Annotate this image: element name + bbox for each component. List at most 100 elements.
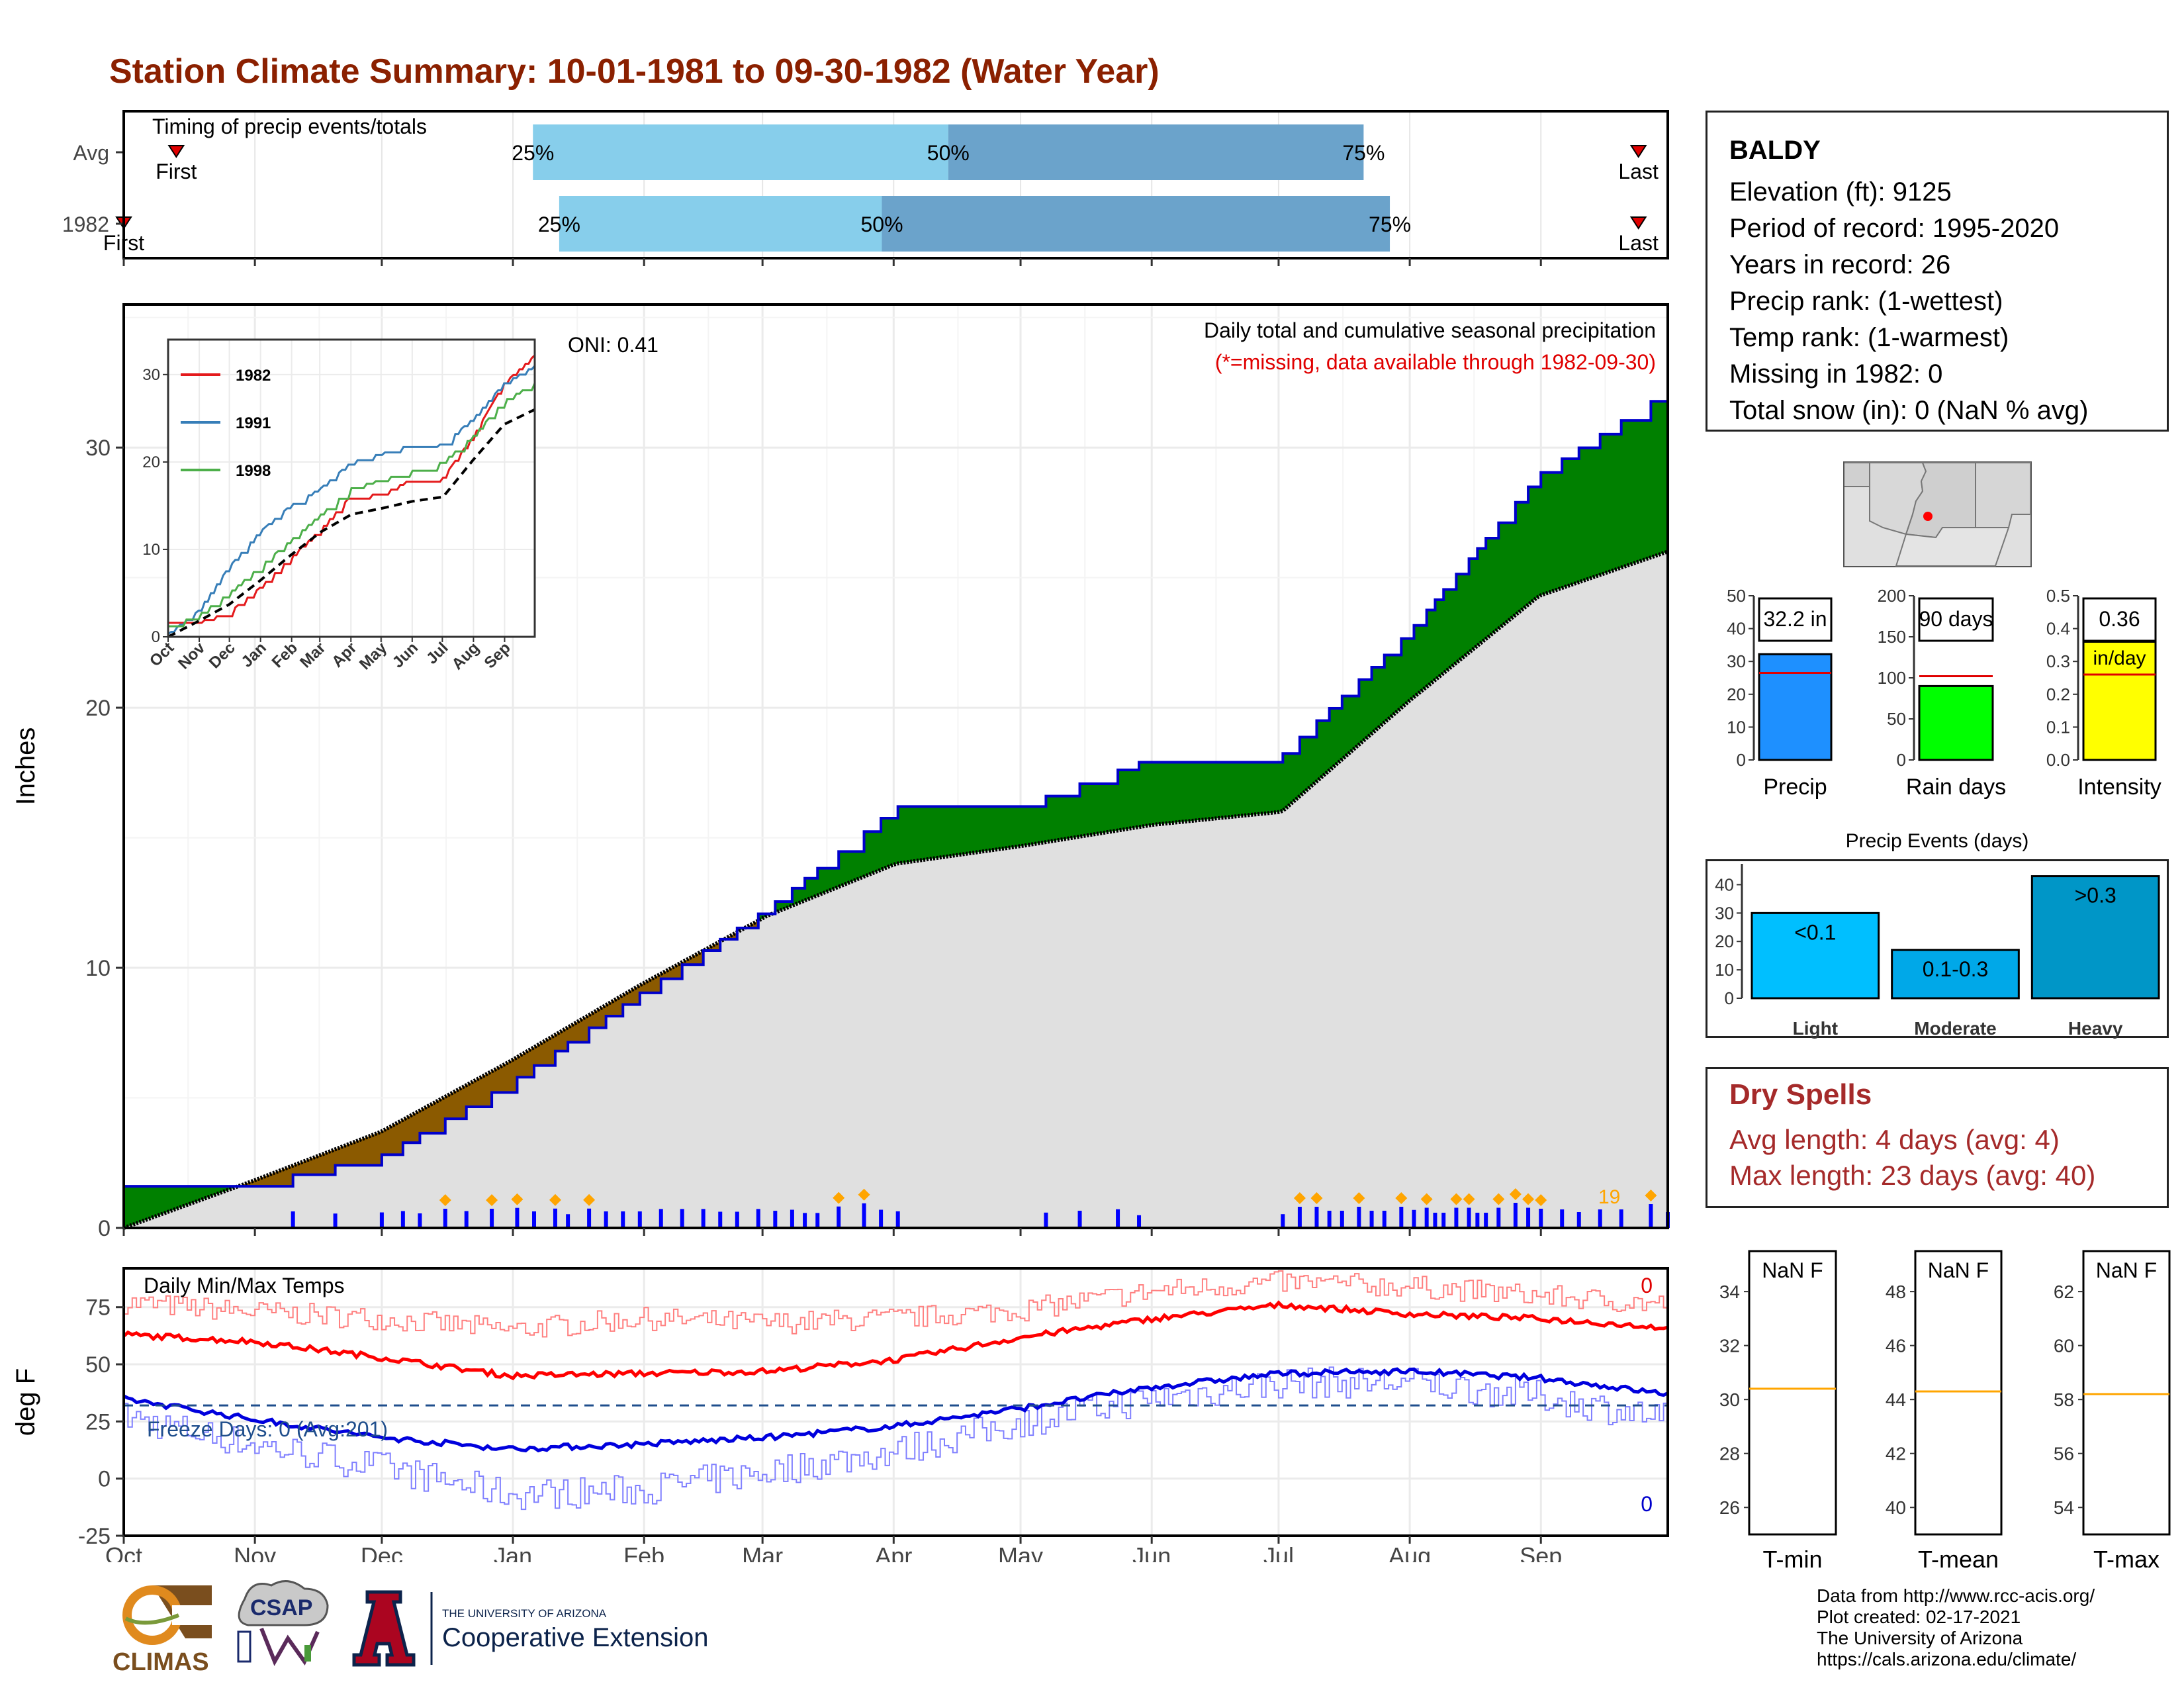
temp-ytick-label: -25 — [78, 1524, 111, 1549]
temp-boxes: NaN F 26 28 30 32 34 T-min NaN F 40 42 44 46 48 T-mea… — [1719, 1250, 2171, 1573]
precip-ytick-label: 20 — [85, 696, 111, 721]
temp-box-ytick-label: 44 — [1886, 1389, 1906, 1410]
daily-precip-bar — [1475, 1213, 1480, 1228]
ua-small-text: THE UNIVERSITY OF ARIZONA — [442, 1607, 607, 1620]
station-name: BALDY — [1729, 136, 1821, 165]
station-total-snow: Total snow (in): 0 (NaN % avg) — [1729, 396, 2089, 425]
month-tick-label: Jun — [1132, 1542, 1171, 1562]
mini-bar-ytick-label: 100 — [1878, 668, 1906, 688]
extreme-precip-marker — [1310, 1192, 1323, 1205]
inset-series-line — [168, 354, 536, 624]
precip-ytick-label: 0 — [98, 1216, 111, 1241]
events-bar-label: >0.3 — [2075, 884, 2116, 908]
daily-precip-bar — [418, 1213, 422, 1228]
daily-precip-bar — [400, 1211, 405, 1228]
timing-pct-label: 75% — [1369, 212, 1411, 236]
daily-precip-bar — [1598, 1209, 1602, 1228]
temp-box-ytick-label: 28 — [1719, 1444, 1740, 1464]
extreme-precip-marker — [1395, 1192, 1408, 1205]
temp-box-frame — [1914, 1250, 2003, 1536]
month-tick-label: Jul — [1263, 1542, 1294, 1562]
mini-bar-value-box — [1918, 597, 1994, 642]
temp-box-ytick-label: 26 — [1719, 1497, 1740, 1518]
station-years: Years in record: 26 — [1729, 250, 1951, 279]
daily-precip-bar — [701, 1209, 705, 1228]
precip-plot: 0 10 20 30 Inches Daily total and cumulative … — [11, 303, 1670, 1241]
mini-bar-ytick-label: 200 — [1878, 586, 1906, 606]
events-category-label: Light — [1793, 1018, 1838, 1039]
location-map — [1843, 461, 2032, 567]
month-tick-label: Oct — [105, 1542, 142, 1562]
events-bar — [1751, 912, 1880, 1000]
events-bar — [2030, 875, 2160, 1000]
month-tick-label: Sep — [1520, 1542, 1562, 1562]
extreme-precip-marker — [858, 1188, 870, 1201]
mini-bar-ytick-label: 0.4 — [2046, 619, 2070, 639]
temp-box-label: T-mean — [1918, 1546, 1999, 1573]
extreme-precip-marker — [511, 1193, 523, 1205]
precip-events-chart: Precip Events (days) <0.1 Light 0.1-0.3 Mode… — [1715, 830, 2160, 1039]
daily-precip-bar — [1454, 1207, 1459, 1228]
timing-title: Timing of precip events/totals — [152, 115, 427, 138]
temp-ylabel: deg F — [11, 1368, 40, 1436]
ua-extension-text: Cooperative Extension — [442, 1623, 708, 1652]
mini-bar-ytick-label: 30 — [1727, 651, 1746, 671]
temp-box-ytick-label: 46 — [1886, 1336, 1906, 1356]
daily-precip-bar — [735, 1211, 739, 1228]
mini-bar-unit-label: in/day — [2093, 647, 2146, 669]
extreme-precip-marker — [1450, 1193, 1463, 1205]
mini-bar-category-label: Intensity — [2077, 774, 2161, 800]
mini-bar-ytick-label: 0.2 — [2046, 684, 2070, 704]
daily-precip-bar — [1281, 1214, 1285, 1228]
station-missing: Missing in 1982: 0 — [1729, 359, 1943, 389]
daily-precip-bar — [637, 1211, 642, 1228]
timing-last-marker — [1629, 216, 1647, 230]
daily-precip-bar — [553, 1208, 557, 1228]
temp-box-ytick-label: 58 — [2054, 1389, 2074, 1410]
oni-label: ONI: 0.41 — [568, 333, 659, 357]
timing-first-label: First — [156, 160, 197, 183]
inset-ytick-label: 0 — [152, 628, 160, 646]
timing-pct-label: 25% — [538, 212, 580, 236]
timing-frame — [122, 110, 1669, 259]
station-temp-rank: Temp rank: (1-warmest) — [1729, 323, 2009, 352]
inset-legend-label: 1982 — [236, 367, 271, 385]
daily-precip-bar — [464, 1211, 469, 1228]
daily-precip-bar — [1137, 1215, 1142, 1228]
daily-precip-bar — [587, 1208, 592, 1228]
extreme-precip-marker — [1645, 1190, 1657, 1202]
climas-logo: CLIMAS — [113, 1585, 212, 1676]
station-period: Period of record: 1995-2020 — [1729, 214, 2060, 243]
daily-precip-bar — [756, 1209, 760, 1228]
daily-precip-bar — [773, 1211, 778, 1228]
temp-box-label: T-max — [2093, 1546, 2160, 1573]
mini-bar-category-label: Precip — [1763, 774, 1827, 800]
mini-bar-ytick-label: 10 — [1727, 717, 1746, 737]
daily-precip-bar — [1116, 1209, 1120, 1228]
min-count-label: 0 — [1641, 1492, 1653, 1516]
daily-precip-bar — [803, 1213, 807, 1228]
daily-precip-bar — [291, 1211, 295, 1228]
temp-ytick-label: 25 — [85, 1409, 111, 1434]
temp-box-ytick-label: 32 — [1719, 1336, 1740, 1356]
daily-precip-bar — [333, 1213, 338, 1228]
page-title: Station Climate Summary: 10-01-1981 to 0… — [109, 52, 1160, 91]
footer-university: The University of Arizona — [1817, 1628, 2023, 1648]
daily-precip-bar — [790, 1209, 794, 1228]
timing-last-label: Last — [1618, 231, 1659, 255]
avg-min-temp-line — [122, 1367, 1669, 1453]
mini-bar-ytick-label: 0 — [1737, 750, 1746, 770]
station-info-box: BALDY Elevation (ft): 9125 Period of rec… — [1706, 111, 2169, 432]
precip-ytick-label: 30 — [85, 436, 111, 461]
timing-bar-q1 — [533, 124, 948, 180]
temp-title: Daily Min/Max Temps — [144, 1274, 344, 1297]
dry-spells-box: Dry Spells Avg length: 4 days (avg: 4) M… — [1706, 1067, 2169, 1208]
footer-plot-created: Plot created: 02-17-2021 — [1817, 1607, 2021, 1627]
daily-precip-bar — [1513, 1203, 1518, 1228]
mini-bar-ytick-label: 0.1 — [2046, 717, 2070, 737]
timing-pct-label: 75% — [1342, 141, 1385, 165]
freeze-days-label: Freeze Days: 0 (Avg:201) — [147, 1417, 388, 1441]
daily-precip-bar — [862, 1203, 866, 1228]
footer-url: https://cals.arizona.edu/climate/ — [1817, 1649, 2077, 1669]
